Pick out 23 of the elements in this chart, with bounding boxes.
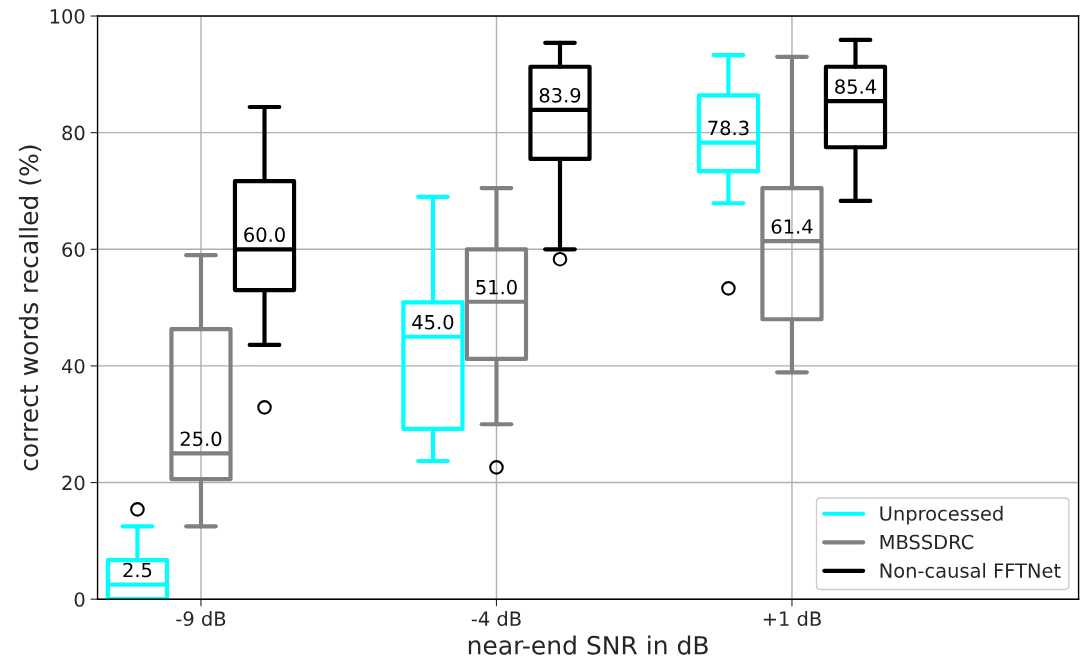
text: 2.5 bbox=[123, 562, 152, 578]
y-tick-label: 60 bbox=[62, 242, 85, 257]
text: 51.0 bbox=[476, 279, 517, 295]
y-axis-title: correct words recalled (%) bbox=[18, 145, 42, 471]
text: 45.0 bbox=[412, 314, 454, 330]
text: 60.0 bbox=[244, 227, 285, 243]
text: 78.3 bbox=[708, 120, 749, 136]
legend-label: MBSSDRC bbox=[880, 534, 974, 550]
x-axis-title: near-end SNR in dB bbox=[468, 635, 708, 655]
x-tick-label: +1 dB bbox=[763, 611, 821, 627]
text: 85.4 bbox=[835, 79, 877, 94]
legend-label: Unprocessed bbox=[880, 505, 1003, 525]
y-tick-label: 80 bbox=[62, 125, 85, 141]
x-tick-label: -4 dB bbox=[471, 611, 521, 627]
y-tick-label: 0 bbox=[74, 592, 85, 607]
y-tick-label: 40 bbox=[61, 358, 85, 374]
legend-label: Non-causal FFTNet bbox=[880, 562, 1061, 578]
text: 61.4 bbox=[771, 219, 813, 234]
y-tick-label: 100 bbox=[50, 8, 85, 24]
text: 83.9 bbox=[539, 87, 581, 103]
y-tick-label: 20 bbox=[62, 475, 85, 491]
text: 25.0 bbox=[180, 431, 222, 447]
x-tick-label: -9 dB bbox=[176, 611, 226, 627]
